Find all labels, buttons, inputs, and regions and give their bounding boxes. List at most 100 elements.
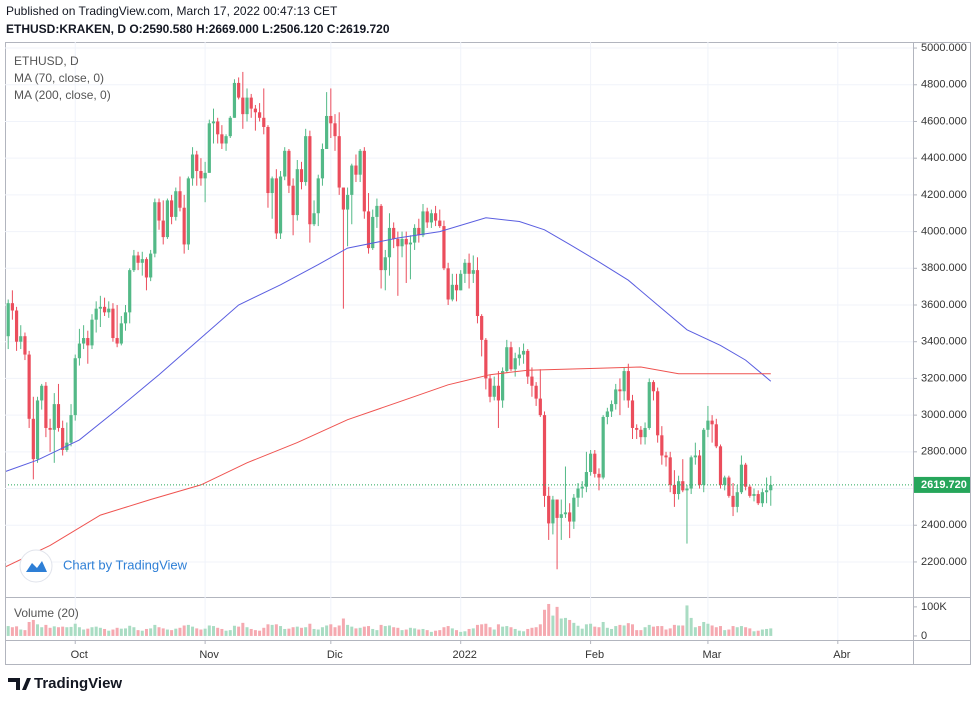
volume-bar bbox=[492, 629, 496, 636]
candle-body bbox=[526, 350, 530, 377]
candle-body bbox=[115, 338, 119, 344]
volume-bar bbox=[505, 626, 509, 636]
candle-body bbox=[320, 148, 325, 179]
volume-bar bbox=[291, 627, 295, 636]
volume-bar bbox=[199, 629, 203, 636]
candle-body bbox=[446, 268, 450, 300]
candle-body bbox=[710, 420, 714, 425]
candle-body bbox=[69, 415, 73, 443]
volume-bar bbox=[350, 626, 354, 636]
volume-bar bbox=[413, 628, 417, 636]
volume-bar bbox=[241, 622, 245, 636]
candle-body bbox=[660, 435, 664, 456]
volume-bar bbox=[82, 629, 86, 636]
volume-bar bbox=[664, 629, 668, 636]
candle-body bbox=[199, 171, 203, 179]
candle-body bbox=[40, 385, 44, 401]
y-tick-label: 3800.000 bbox=[921, 262, 967, 274]
volume-bar bbox=[597, 627, 601, 636]
volume-bar bbox=[375, 630, 379, 636]
candle-body bbox=[647, 382, 651, 428]
volume-bar bbox=[304, 627, 308, 636]
volume-bar bbox=[40, 627, 44, 636]
candle-body bbox=[350, 165, 354, 195]
candle-body bbox=[31, 418, 35, 460]
candle-body bbox=[568, 512, 572, 522]
volume-bar bbox=[626, 623, 630, 636]
candle-body bbox=[534, 385, 538, 399]
candle-body bbox=[668, 457, 672, 485]
volume-tick-label: 100K bbox=[921, 601, 947, 613]
candle-body bbox=[333, 123, 337, 137]
volume-bar bbox=[484, 623, 488, 636]
y-tick-label: 3400.000 bbox=[921, 336, 967, 348]
candle-body bbox=[383, 257, 387, 271]
volume-bar bbox=[735, 627, 739, 636]
candle-body bbox=[396, 238, 400, 247]
volume-bar bbox=[203, 628, 207, 636]
volume-bar bbox=[450, 628, 454, 636]
volume-bar bbox=[320, 627, 324, 636]
volume-bar bbox=[258, 630, 262, 636]
candle-body bbox=[580, 486, 584, 489]
candle-body bbox=[639, 429, 643, 438]
volume-bar bbox=[434, 630, 438, 636]
grid bbox=[5, 42, 913, 640]
candle-body bbox=[136, 255, 140, 263]
volume-bar bbox=[601, 621, 605, 636]
candle-body bbox=[731, 495, 735, 507]
volume-bar bbox=[333, 627, 337, 636]
volume-bar bbox=[622, 625, 626, 636]
volume-bar bbox=[140, 630, 144, 636]
volume-bar bbox=[212, 626, 215, 636]
volume-bar bbox=[769, 628, 773, 636]
volume-bar bbox=[589, 623, 593, 636]
candle-body bbox=[769, 484, 773, 491]
candle-body bbox=[676, 481, 681, 495]
candle-body bbox=[672, 484, 676, 495]
volume-bar bbox=[90, 627, 94, 636]
candle-body bbox=[10, 303, 14, 311]
candle-body bbox=[760, 492, 764, 504]
volume-bar bbox=[593, 626, 597, 636]
volume-bar bbox=[547, 603, 551, 636]
candle-body bbox=[132, 255, 136, 271]
volume-bar bbox=[471, 628, 475, 636]
volume-tick-label: 0 bbox=[921, 630, 927, 642]
candle-body bbox=[291, 185, 295, 216]
volume-bar bbox=[295, 626, 299, 636]
candle-body bbox=[232, 82, 237, 118]
volume-bar bbox=[274, 624, 278, 636]
volume-pane bbox=[6, 603, 773, 636]
volume-bar bbox=[710, 625, 714, 636]
watermark-logo bbox=[26, 561, 47, 572]
volume-bar bbox=[718, 626, 722, 636]
candle-body bbox=[278, 176, 283, 234]
candle-body bbox=[312, 213, 316, 225]
volume-bar bbox=[760, 629, 764, 636]
axes: 2200.0002400.0002600.0002800.0003000.000… bbox=[71, 42, 970, 661]
footer-brand: TradingView bbox=[8, 675, 122, 692]
y-tick-label: 2800.000 bbox=[921, 446, 967, 458]
candle-body bbox=[119, 323, 123, 344]
candle-body bbox=[144, 259, 149, 278]
volume-bar bbox=[266, 624, 270, 636]
candle-body bbox=[94, 308, 98, 320]
volume-bar bbox=[459, 631, 463, 636]
last-price-box bbox=[914, 476, 970, 493]
candle-body bbox=[182, 207, 186, 245]
volume-bar bbox=[526, 628, 530, 636]
volume-bar bbox=[656, 626, 660, 636]
volume-bar bbox=[379, 624, 383, 636]
candle-body bbox=[44, 385, 48, 428]
candle-body bbox=[48, 427, 52, 430]
candle-body bbox=[764, 490, 769, 493]
volume-bar bbox=[186, 624, 190, 636]
volume-bar bbox=[400, 630, 404, 636]
candle-body bbox=[392, 227, 396, 239]
y-tick-label: 4200.000 bbox=[921, 189, 967, 201]
x-tick-label: Abr bbox=[833, 649, 850, 661]
volume-bar bbox=[65, 627, 69, 636]
volume-bar bbox=[15, 626, 19, 636]
volume-bar bbox=[27, 621, 31, 636]
